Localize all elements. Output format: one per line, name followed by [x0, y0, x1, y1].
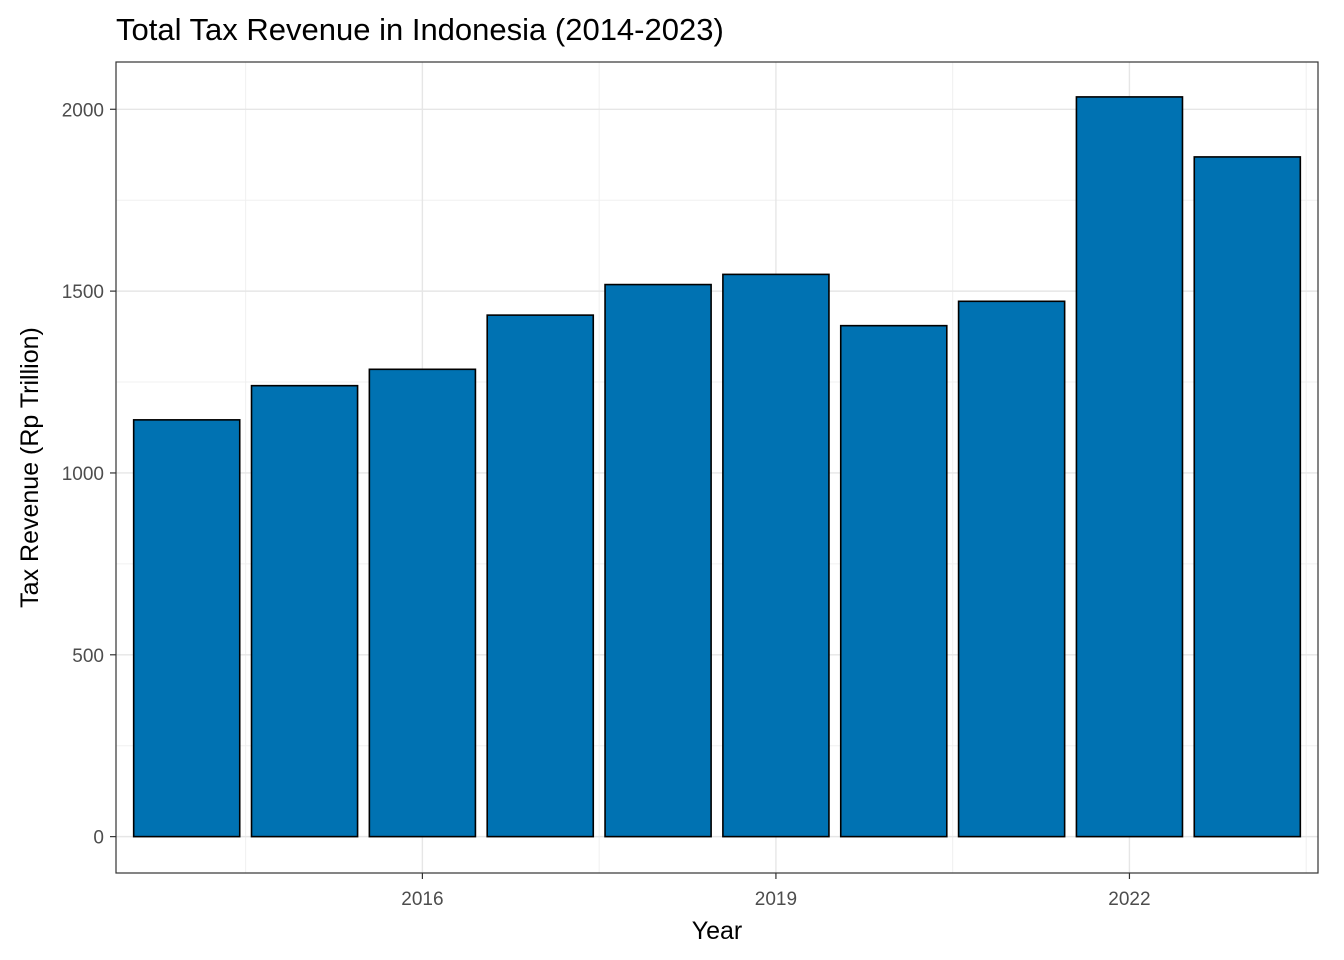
x-tick-label: 2016: [401, 889, 443, 910]
bar-2016: [368, 368, 477, 838]
bar-2018: [604, 283, 712, 838]
bar-2014: [132, 419, 241, 838]
y-axis-title: Tax Revenue (Rp Trillion): [16, 327, 44, 608]
bar-2021: [957, 300, 1066, 838]
bar-2020: [839, 324, 948, 838]
bar-2022: [1075, 96, 1184, 838]
bar-2015: [250, 384, 359, 838]
x-tick-label: 2019: [755, 889, 797, 910]
bars: [132, 96, 1302, 838]
x-axis-title: Year: [692, 917, 743, 945]
bar-2017: [486, 314, 595, 838]
chart-title: Total Tax Revenue in Indonesia (2014-202…: [116, 12, 724, 47]
plot-panel-border: [115, 61, 1319, 874]
y-axis-ticks: 0 500 1000 1500 2000: [62, 100, 116, 849]
y-tick-label: 1000: [62, 464, 104, 485]
y-tick-label: 2000: [62, 100, 104, 121]
bar-2019: [722, 273, 830, 838]
x-tick-label: 2022: [1108, 889, 1150, 910]
y-tick-label: 1500: [62, 282, 104, 303]
y-tick-label: 0: [93, 828, 104, 849]
y-tick-label: 500: [72, 646, 104, 667]
x-axis-ticks: 2016 2019 2022: [401, 873, 1151, 910]
bar-2023: [1193, 156, 1302, 838]
